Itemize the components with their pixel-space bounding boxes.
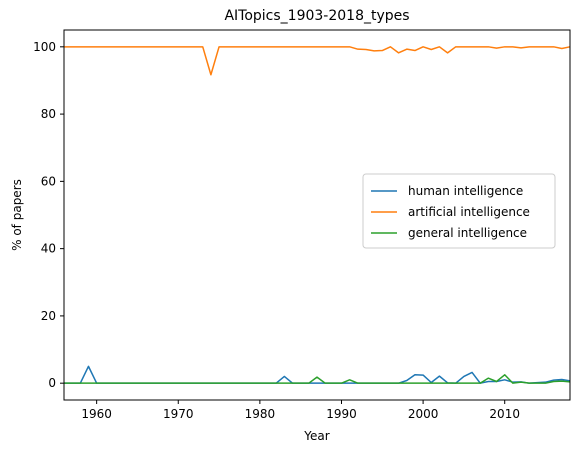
y-axis-label: % of papers	[10, 179, 24, 251]
x-tick-label: 1990	[326, 407, 357, 421]
chart-title: AITopics_1903-2018_types	[224, 8, 409, 24]
legend-box	[362, 173, 556, 249]
series-line-1	[64, 46, 571, 76]
x-tick-label: 2010	[489, 407, 520, 421]
legend-label: artificial intelligence	[408, 205, 530, 219]
y-tick-label: 40	[41, 242, 56, 256]
y-axis: 0 20 40 60 80 100	[33, 40, 64, 390]
plot-area-frame	[63, 29, 571, 401]
y-tick-label: 100	[33, 40, 56, 54]
legend-label: general intelligence	[408, 226, 527, 240]
x-tick-label: 1960	[81, 407, 112, 421]
y-tick-label: 0	[48, 376, 56, 390]
legend-label: human intelligence	[408, 184, 523, 198]
y-tick-label: 60	[41, 174, 56, 188]
legend: human intelligence artificial intelligenc…	[362, 173, 556, 249]
x-tick-label: 1980	[245, 407, 276, 421]
y-tick-label: 80	[41, 107, 56, 121]
plot-series-group	[64, 46, 571, 384]
x-axis: 1960 1970 1980 1990 2000 2010	[81, 400, 520, 421]
x-tick-label: 1970	[163, 407, 194, 421]
x-axis-label: Year	[303, 429, 329, 443]
series-line-2	[64, 374, 571, 384]
y-tick-label: 20	[41, 309, 56, 323]
x-tick-label: 2000	[408, 407, 439, 421]
